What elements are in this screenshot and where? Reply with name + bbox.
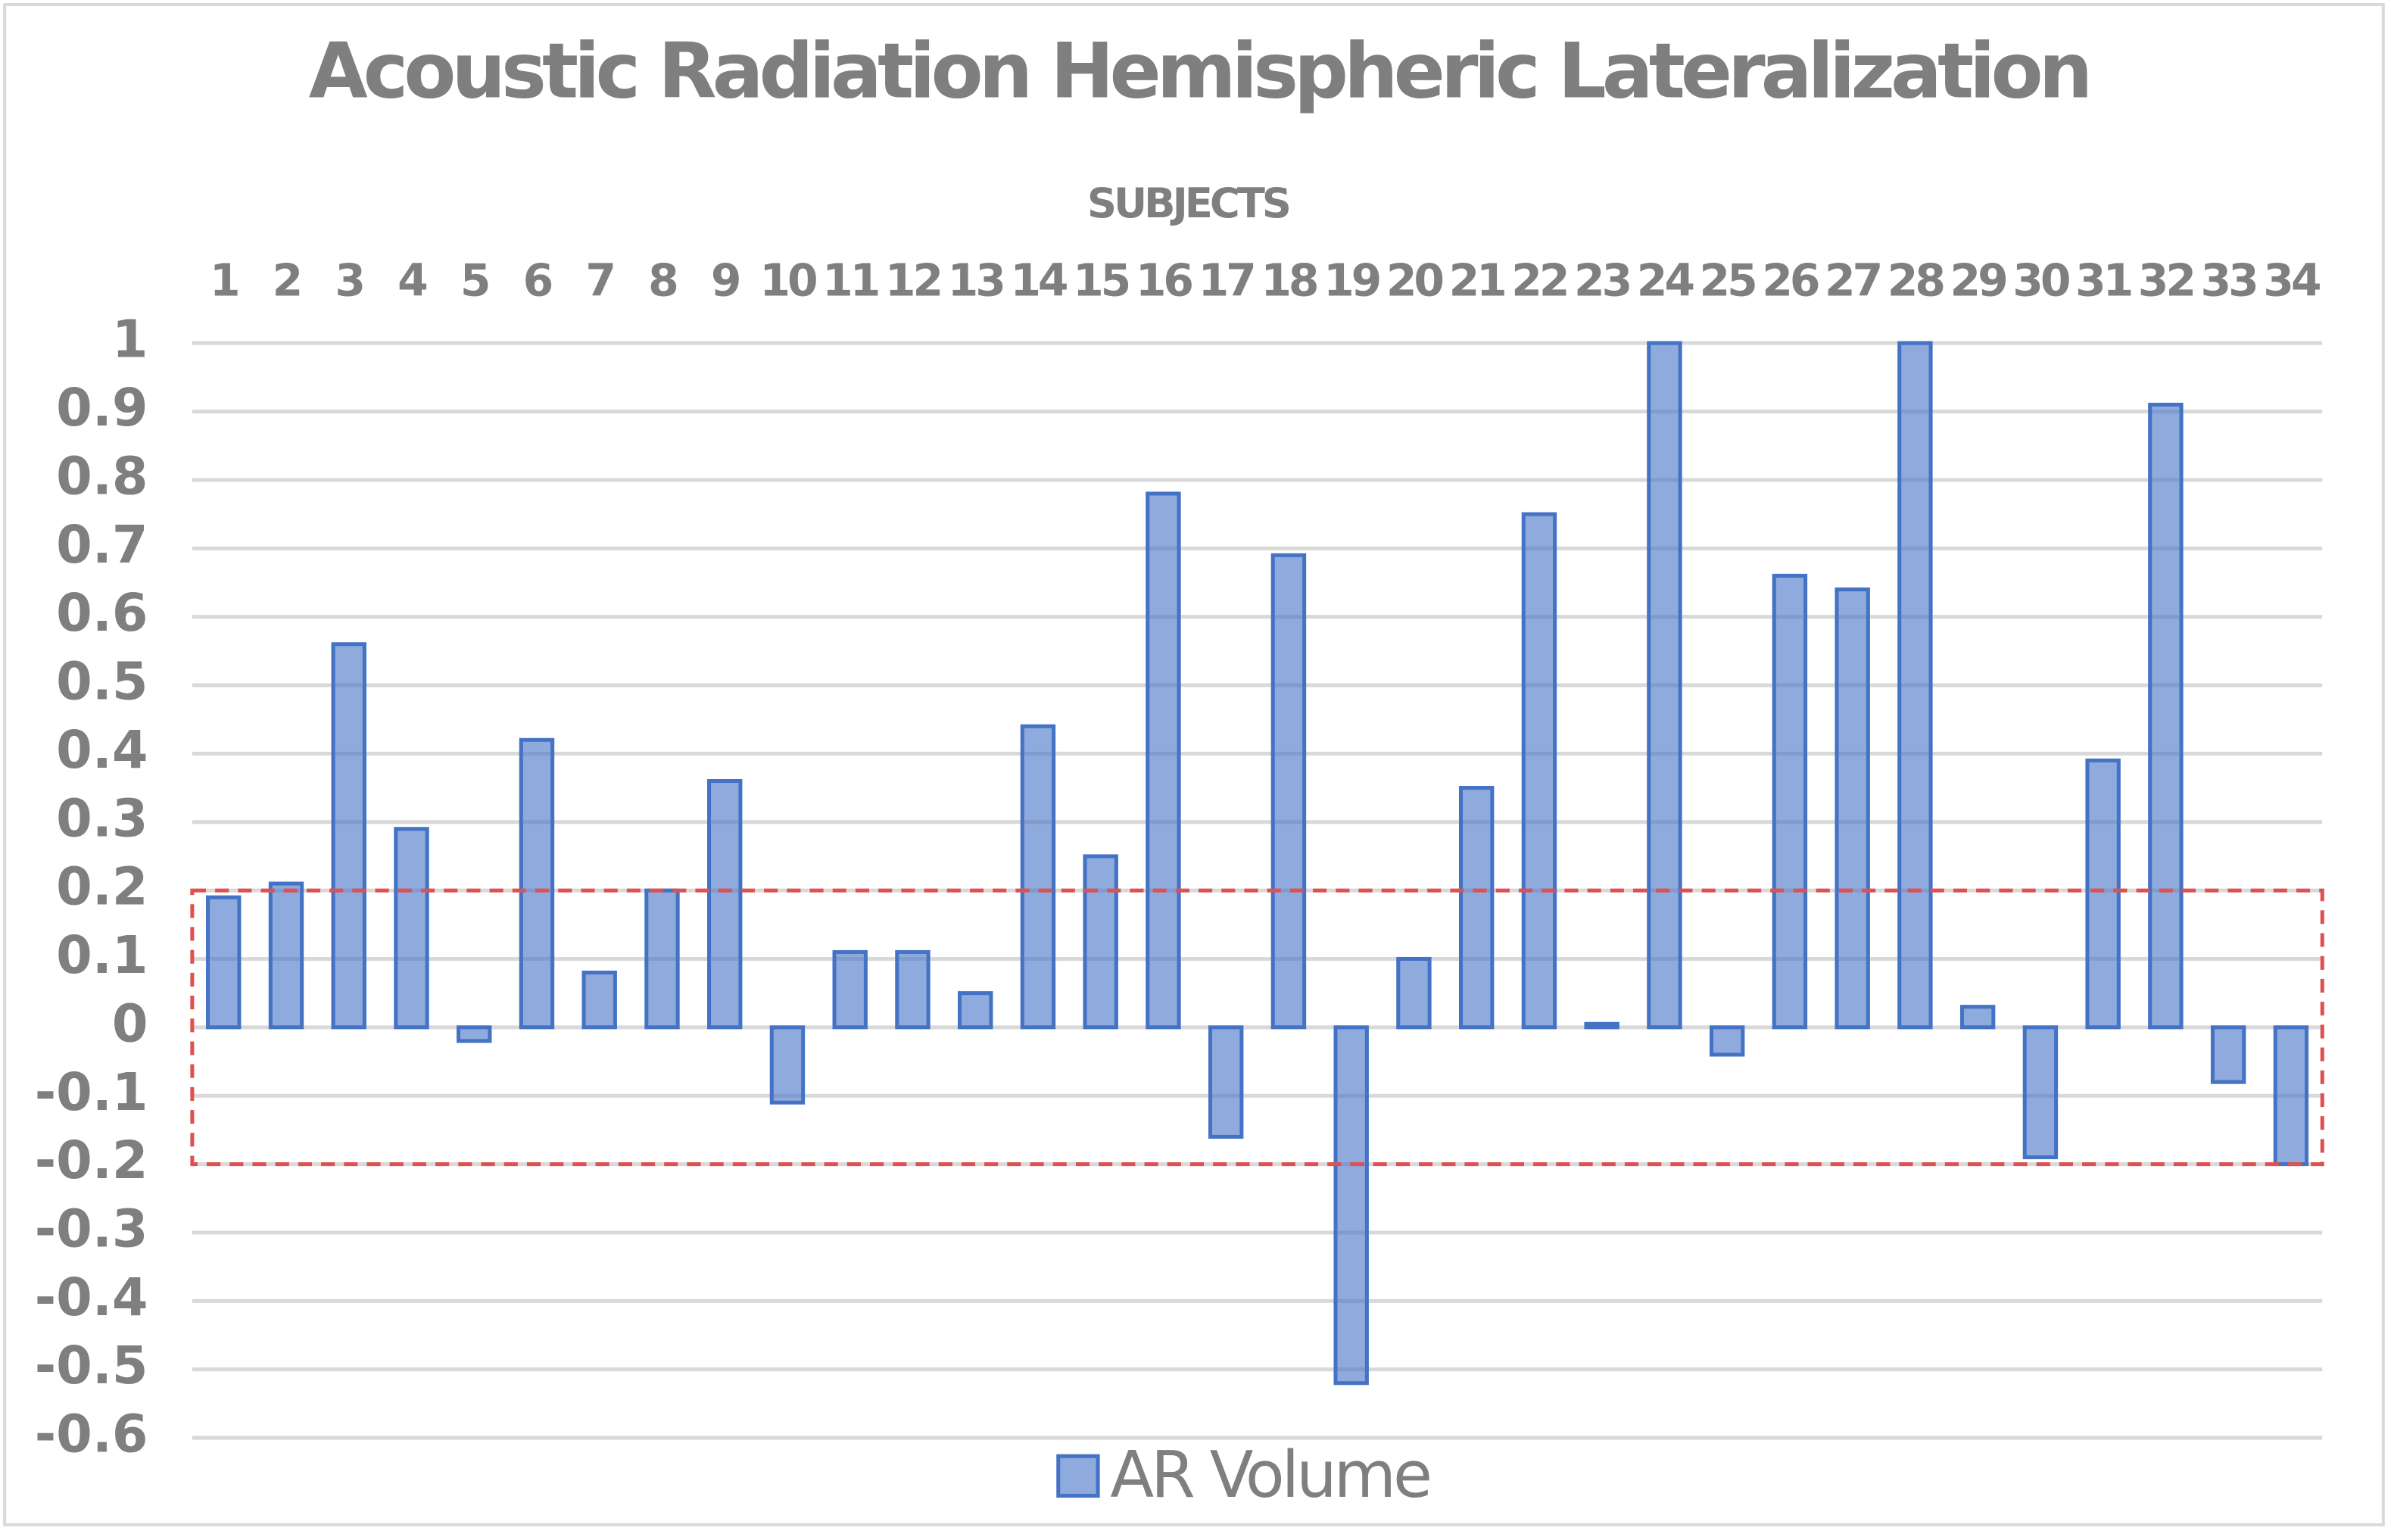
bar xyxy=(832,949,868,1030)
x-tick-label: 13 xyxy=(948,255,1003,307)
bar xyxy=(769,1025,806,1105)
x-tick-label: 2 xyxy=(273,255,301,307)
bar xyxy=(394,827,429,1030)
highlight-band xyxy=(190,888,2324,1167)
x-tick-label: 16 xyxy=(1136,255,1192,307)
bar xyxy=(1959,1005,1996,1030)
x-axis-title: SUBJECTS xyxy=(1087,179,1289,227)
x-tick-label: 11 xyxy=(822,255,878,307)
chart-title: Acoustic Radiation Hemispheric Lateraliz… xyxy=(309,27,2089,116)
y-tick-label: 0.2 xyxy=(56,857,148,918)
x-tick-label: 26 xyxy=(1762,255,1819,307)
y-tick-label: -0.5 xyxy=(35,1336,148,1396)
legend-swatch xyxy=(1056,1454,1100,1498)
bar xyxy=(1584,1021,1619,1030)
x-tick-label: 7 xyxy=(585,255,613,307)
bar xyxy=(331,642,366,1030)
x-tick-label: 8 xyxy=(648,255,676,307)
x-tick-label: 17 xyxy=(1199,255,1254,307)
x-tick-label: 10 xyxy=(759,255,816,307)
y-tick-label: 0 xyxy=(112,993,148,1054)
bar xyxy=(2273,1025,2309,1167)
bar xyxy=(1146,491,1181,1030)
x-tick-label: 33 xyxy=(2201,255,2256,307)
bar xyxy=(1897,341,1933,1030)
bar xyxy=(457,1025,492,1043)
bar xyxy=(1270,553,1307,1030)
x-tick-label: 4 xyxy=(397,255,426,307)
y-tick-label: 0.4 xyxy=(56,720,148,781)
x-tick-label: 1 xyxy=(210,255,238,307)
x-tick-label: 20 xyxy=(1386,255,1443,307)
y-tick-label: 0.9 xyxy=(56,378,148,438)
x-tick-label: 21 xyxy=(1449,255,1505,307)
x-tick-label: 3 xyxy=(335,255,363,307)
bar xyxy=(1083,854,1118,1030)
x-tick-label: 19 xyxy=(1323,255,1379,307)
x-tick-label: 24 xyxy=(1637,255,1694,307)
bar xyxy=(1458,786,1495,1030)
bar xyxy=(1396,956,1432,1030)
bar xyxy=(895,949,931,1030)
x-tick-label: 22 xyxy=(1511,255,1566,307)
y-tick-label: -0.1 xyxy=(35,1062,148,1123)
bar xyxy=(1020,724,1056,1030)
bar xyxy=(268,881,304,1030)
bar xyxy=(2022,1025,2059,1160)
y-tick-label: 1 xyxy=(112,310,148,370)
bar xyxy=(1709,1025,1745,1057)
y-tick-label: 0.3 xyxy=(56,788,148,849)
x-tick-label: 30 xyxy=(2012,255,2069,307)
legend-label: AR Volume xyxy=(1110,1437,1429,1512)
y-tick-label: 0.5 xyxy=(56,652,148,712)
y-tick-label: -0.6 xyxy=(35,1404,148,1465)
bar xyxy=(2085,758,2121,1030)
x-tick-label: 28 xyxy=(1888,255,1944,307)
bar xyxy=(1835,587,1870,1030)
bar xyxy=(1208,1025,1244,1139)
y-tick-label: -0.4 xyxy=(35,1267,148,1328)
y-tick-label: 0.8 xyxy=(56,446,148,507)
x-tick-label: 6 xyxy=(523,255,552,307)
x-tick-label: 27 xyxy=(1825,255,1880,307)
x-tick-label: 12 xyxy=(885,255,940,307)
x-tick-label: 32 xyxy=(2138,255,2193,307)
y-tick-label: 0.7 xyxy=(56,515,148,575)
bar xyxy=(206,895,242,1030)
x-tick-label: 15 xyxy=(1073,255,1129,307)
x-tick-label: 14 xyxy=(1010,255,1067,307)
bar xyxy=(1333,1025,1369,1386)
x-tick-label: 5 xyxy=(460,255,488,307)
y-tick-label: -0.3 xyxy=(35,1199,148,1260)
x-tick-label: 23 xyxy=(1574,255,1629,307)
x-tick-label: 25 xyxy=(1700,255,1756,307)
bar xyxy=(581,971,617,1030)
chart-border xyxy=(3,3,2385,1526)
bar xyxy=(1647,341,1682,1030)
x-tick-label: 29 xyxy=(1950,255,2006,307)
x-tick-label: 34 xyxy=(2263,255,2320,307)
bar xyxy=(519,737,555,1030)
bar xyxy=(958,991,993,1030)
y-tick-label: 0.1 xyxy=(56,925,148,986)
x-tick-label: 9 xyxy=(711,255,739,307)
y-tick-label: -0.2 xyxy=(35,1130,148,1191)
x-tick-label: 18 xyxy=(1261,255,1317,307)
bar xyxy=(2210,1025,2246,1084)
bar xyxy=(1521,512,1557,1030)
bar xyxy=(707,778,743,1030)
y-tick-label: 0.6 xyxy=(56,583,148,644)
bar xyxy=(2148,402,2184,1030)
bar xyxy=(1772,573,1808,1030)
x-tick-label: 31 xyxy=(2075,255,2131,307)
bar xyxy=(644,888,680,1030)
